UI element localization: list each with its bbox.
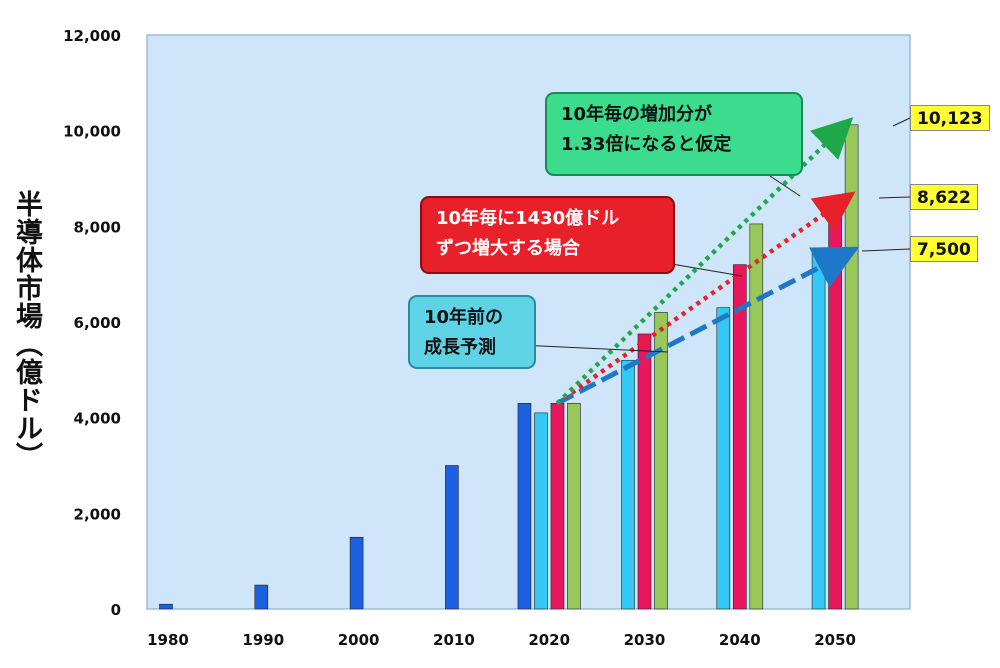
bar-2040-s4 xyxy=(749,223,764,610)
end-label-7500: 7,500 xyxy=(910,236,978,262)
bar-2000-s1 xyxy=(349,536,364,610)
annotation-red-line-2: ずつ増大する場合 xyxy=(436,238,580,259)
bar-1980-s1 xyxy=(159,603,173,610)
end-label-10123: 10,123 xyxy=(910,105,990,131)
x-tick-label: 1980 xyxy=(147,631,189,649)
bar-2020-s3 xyxy=(550,403,565,610)
bar-2050-s4 xyxy=(844,124,859,610)
end-label-leader-2 xyxy=(878,196,911,199)
y-tick-label: 4,000 xyxy=(74,410,121,428)
y-tick-label: 12,000 xyxy=(63,27,121,45)
y-tick-label: 8,000 xyxy=(74,218,121,236)
end-label-leader-3 xyxy=(861,248,911,252)
trend-arrow-1 xyxy=(556,246,860,406)
x-tick-label: 2040 xyxy=(719,631,761,649)
x-tick-label: 2050 xyxy=(814,631,856,649)
trend-arrow-2 xyxy=(555,191,856,406)
trend-arrow-3 xyxy=(555,117,854,405)
y-tick-label: 6,000 xyxy=(74,314,121,332)
annotation-cyan-line-1: 10年前の xyxy=(424,307,504,328)
x-tick-label: 1990 xyxy=(242,631,284,649)
annotation-red: 10年毎に1430億ドル ずつ増大する場合 xyxy=(420,196,675,274)
bar-2030-s2 xyxy=(621,359,635,610)
x-tick-label: 2000 xyxy=(338,631,380,649)
annotation-cyan: 10年前の 成長予測 xyxy=(408,295,536,369)
bar-1990-s1 xyxy=(254,584,269,610)
annotation-cyan-line-2: 成長予測 xyxy=(424,337,496,358)
bar-2050-s2 xyxy=(811,249,826,610)
end-label-leader-1 xyxy=(892,117,911,127)
y-axis-label: 半導体市場（億ドル） xyxy=(11,190,42,470)
y-tick-label: 0 xyxy=(111,601,121,619)
bar-2030-s4 xyxy=(654,312,668,610)
annotation-green: 10年毎の増加分が 1.33倍になると仮定 xyxy=(545,92,803,176)
end-label-8622: 8,622 xyxy=(910,184,978,210)
bar-2040-s2 xyxy=(716,307,731,610)
bar-2020-s2 xyxy=(534,412,548,610)
x-tick-label: 2010 xyxy=(433,631,475,649)
annotation-green-line-2: 1.33倍になると仮定 xyxy=(561,134,732,155)
y-tick-label: 2,000 xyxy=(74,505,121,523)
bar-2040-s3 xyxy=(732,264,747,610)
annotation-green-line-1: 10年毎の増加分が xyxy=(561,104,713,125)
bar-2010-s1 xyxy=(445,465,459,610)
x-tick-label: 2030 xyxy=(624,631,666,649)
x-tick-label: 2020 xyxy=(528,631,570,649)
bar-2020-s1 xyxy=(517,403,532,610)
callout-green-leader xyxy=(769,175,801,197)
bar-2030-s3 xyxy=(637,333,652,610)
bar-2020-s4 xyxy=(567,403,581,610)
y-tick-label: 10,000 xyxy=(63,123,121,141)
annotation-red-line-1: 10年毎に1430億ドル xyxy=(436,208,620,229)
callout-cyan-leader xyxy=(519,344,669,353)
